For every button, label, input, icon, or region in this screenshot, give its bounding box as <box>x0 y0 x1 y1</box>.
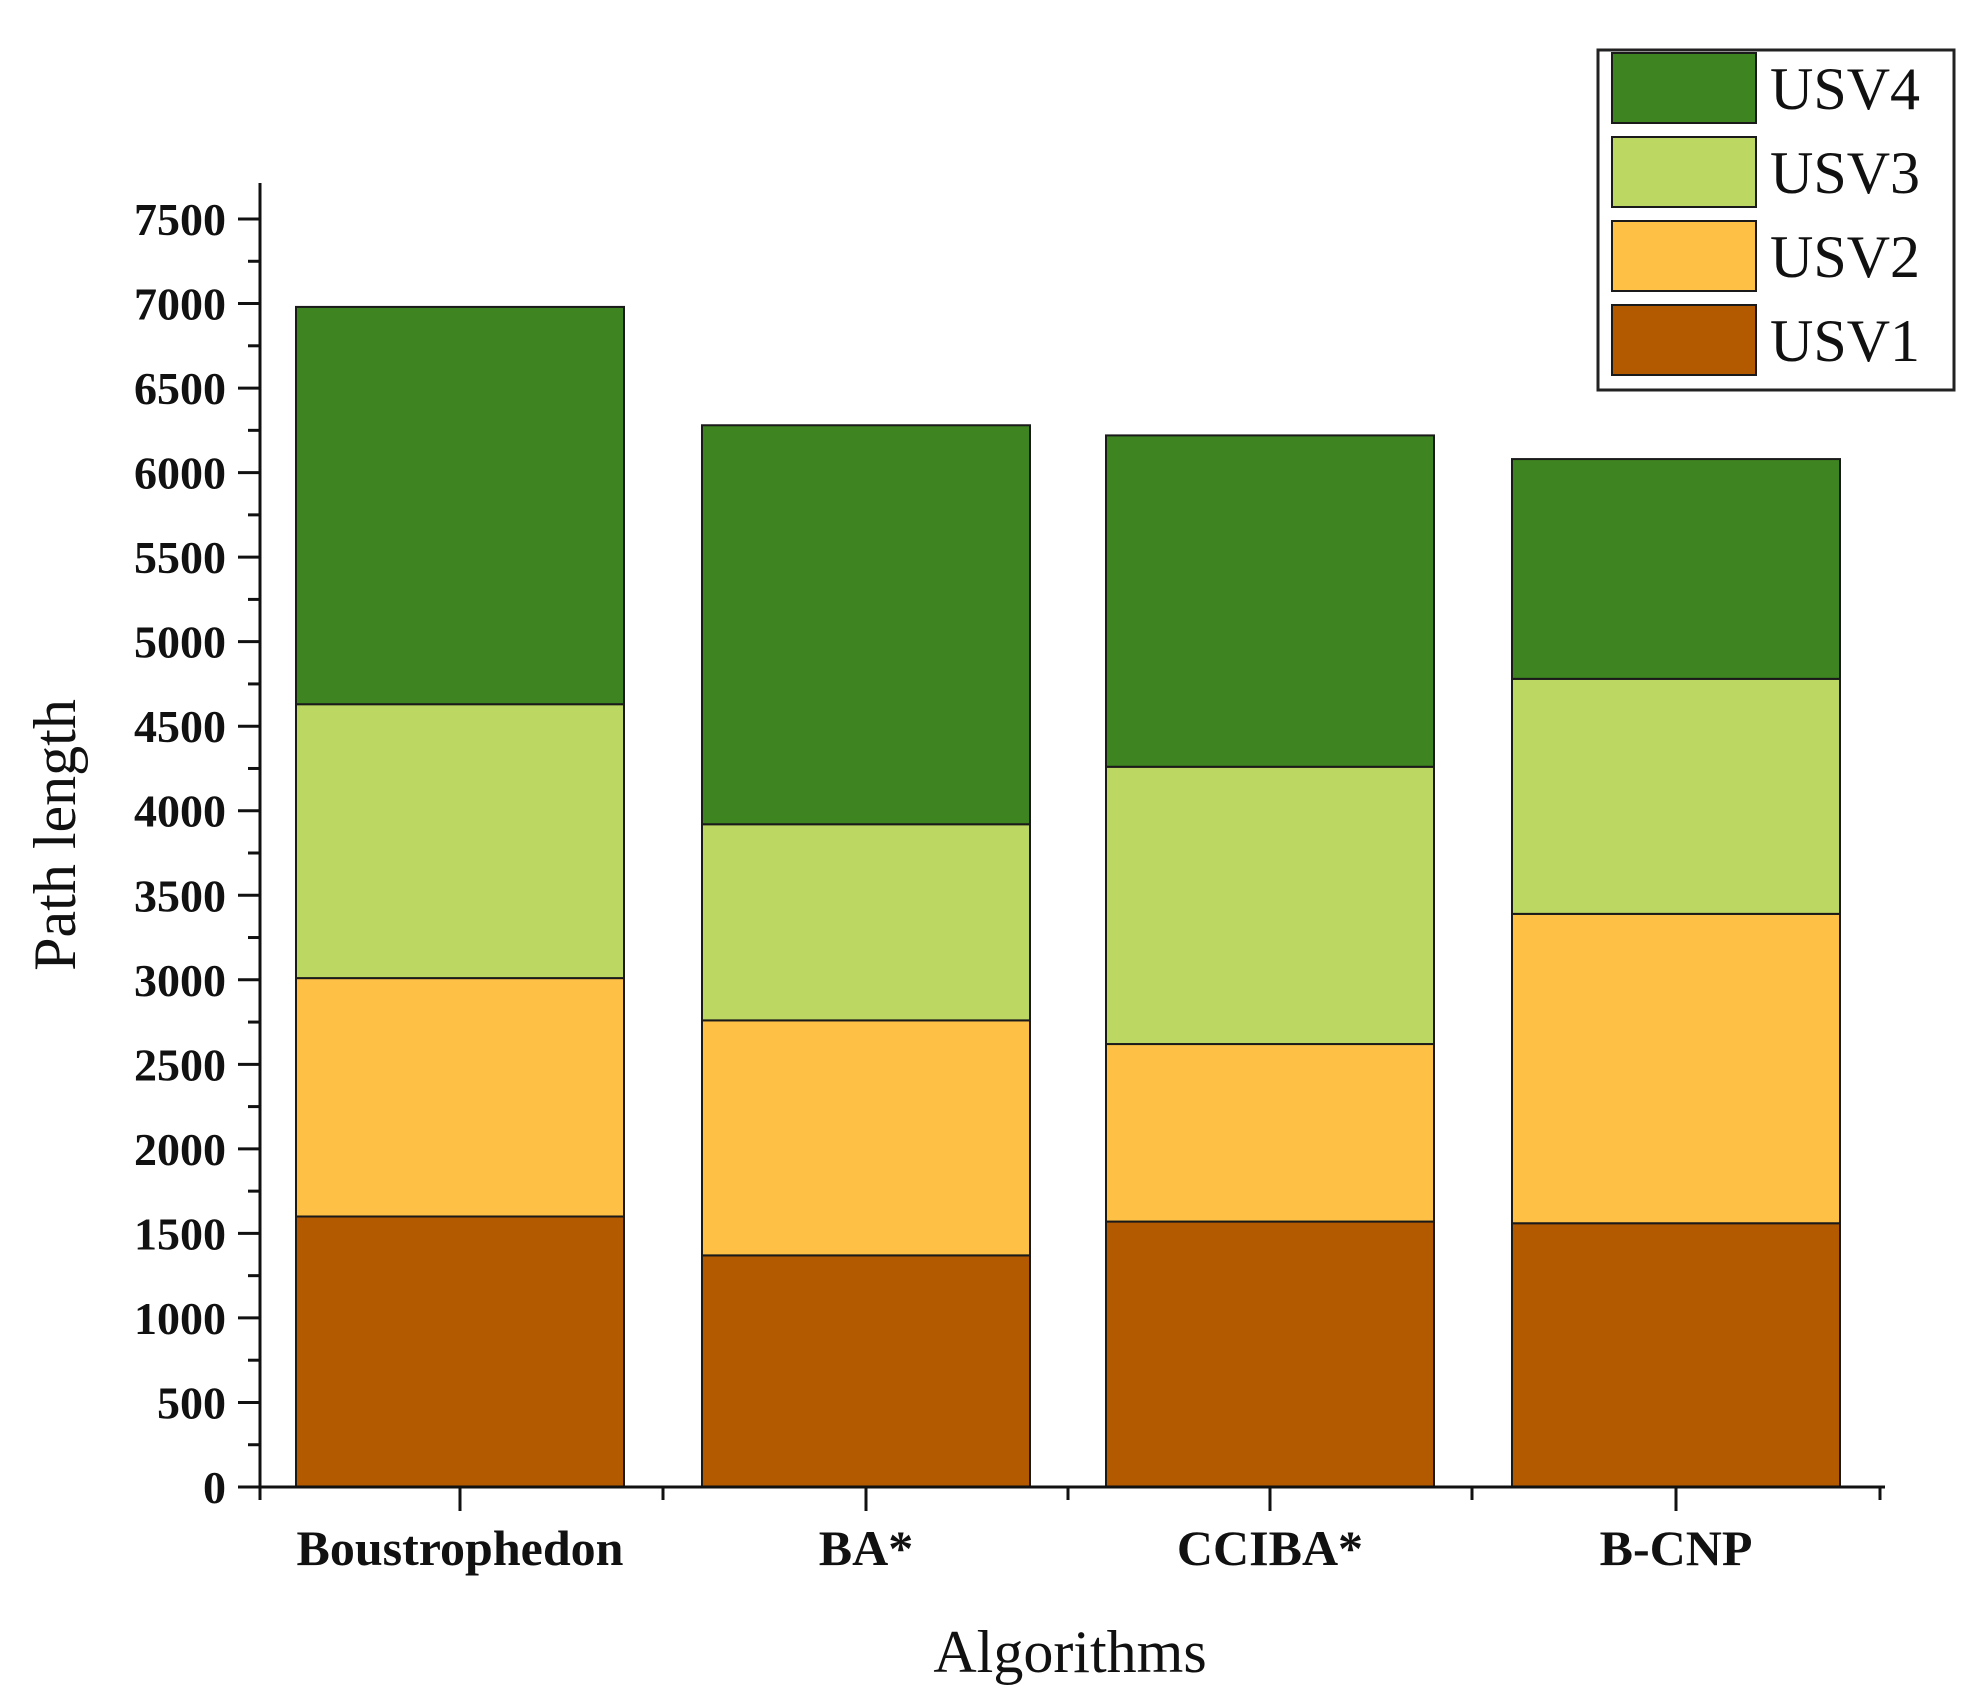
legend-label-usv3: USV3 <box>1770 140 1920 206</box>
bar-segment-usv1-cciba <box>1105 1220 1435 1488</box>
y-tick-label: 2500 <box>134 1039 226 1090</box>
y-tick-label: 4000 <box>134 786 226 837</box>
y-axis-title: Path length <box>22 699 88 971</box>
x-tick-label: CCIBA* <box>1177 1520 1363 1576</box>
bar-segment-usv2-cciba <box>1105 1043 1435 1223</box>
bar-segment-usv3-b-cnp <box>1511 677 1841 915</box>
bar-segment-usv2-ba <box>701 1019 1031 1257</box>
legend-swatch-usv4 <box>1611 52 1757 124</box>
y-tick-label: 1500 <box>134 1208 226 1259</box>
x-ticks: Boustrophedon BA* CCIBA* B-CNP <box>258 1487 1882 1576</box>
bar-segment-usv1-ba <box>701 1254 1031 1488</box>
bar-segment-usv3-cciba <box>1105 765 1435 1046</box>
legend-label-usv1: USV1 <box>1770 308 1920 374</box>
y-tick-label: 7500 <box>134 194 226 245</box>
bars-layer <box>295 305 1841 1488</box>
y-tick-label: 1000 <box>134 1293 226 1344</box>
y-ticks: 0 500 1000 1500 2000 2500 3000 3500 4000 4500 5000… <box>134 194 260 1513</box>
legend-label-usv4: USV4 <box>1770 56 1920 122</box>
bar-segment-usv4-boustrophedon <box>295 305 625 706</box>
bar-segment-usv4-ba <box>701 424 1031 826</box>
x-tick-label: B-CNP <box>1600 1520 1753 1576</box>
bar-segment-usv3-ba <box>701 823 1031 1022</box>
y-tick-label: 5000 <box>134 617 226 668</box>
legend-swatch-usv2 <box>1611 220 1757 292</box>
y-tick-label: 6500 <box>134 363 226 414</box>
legend-swatch-usv1 <box>1611 304 1757 376</box>
bar-segment-usv4-cciba <box>1105 434 1435 768</box>
bar-segment-usv1-boustrophedon <box>295 1215 625 1488</box>
legend-label-usv2: USV2 <box>1770 224 1920 290</box>
axes-layer <box>258 183 1885 1489</box>
bar-segment-usv2-boustrophedon <box>295 977 625 1218</box>
y-tick-label: 0 <box>203 1462 226 1513</box>
legend-swatch-usv3 <box>1611 136 1757 208</box>
y-tick-label: 4500 <box>134 701 226 752</box>
y-tick-label: 7000 <box>134 279 226 330</box>
y-tick-label: 3500 <box>134 870 226 921</box>
y-tick-label: 2000 <box>134 1124 226 1175</box>
bar-segment-usv4-b-cnp <box>1511 458 1841 680</box>
bar-segment-usv1-b-cnp <box>1511 1222 1841 1488</box>
y-tick-label: 500 <box>157 1377 226 1428</box>
bar-segment-usv2-b-cnp <box>1511 912 1841 1225</box>
y-tick-label: 3000 <box>134 955 226 1006</box>
y-tick-label: 6000 <box>134 448 226 499</box>
x-axis-title: Algorithms <box>933 1619 1206 1685</box>
x-tick-label: Boustrophedon <box>297 1520 624 1576</box>
x-tick-label: BA* <box>819 1520 913 1576</box>
y-tick-label: 5500 <box>134 532 226 583</box>
bar-segment-usv3-boustrophedon <box>295 703 625 980</box>
legend: USV4 USV3 USV2 USV1 <box>1596 48 1956 392</box>
